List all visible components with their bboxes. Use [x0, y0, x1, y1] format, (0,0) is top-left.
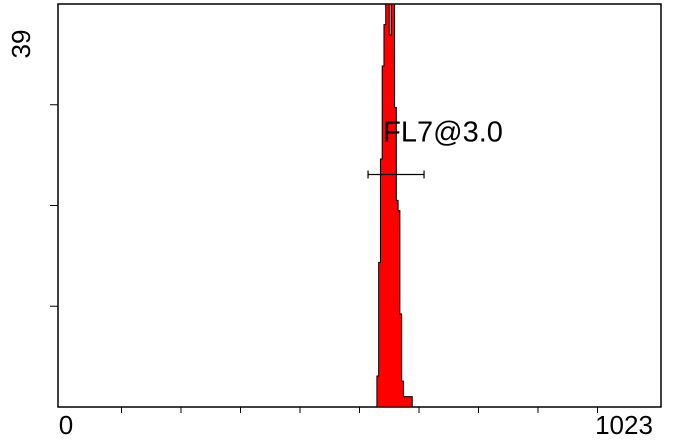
y-tick-label-max: 39 [6, 30, 36, 59]
gate-label: FL7@3.0 [383, 117, 503, 149]
x-tick-label-max: 1023 [595, 410, 653, 440]
x-tick-label-min: 0 [59, 410, 73, 440]
y-axis-ticks [50, 104, 58, 307]
gate-marker [367, 170, 425, 179]
histogram-area [373, 3, 418, 408]
plot-frame [57, 3, 662, 408]
x-axis-ticks [121, 407, 598, 413]
